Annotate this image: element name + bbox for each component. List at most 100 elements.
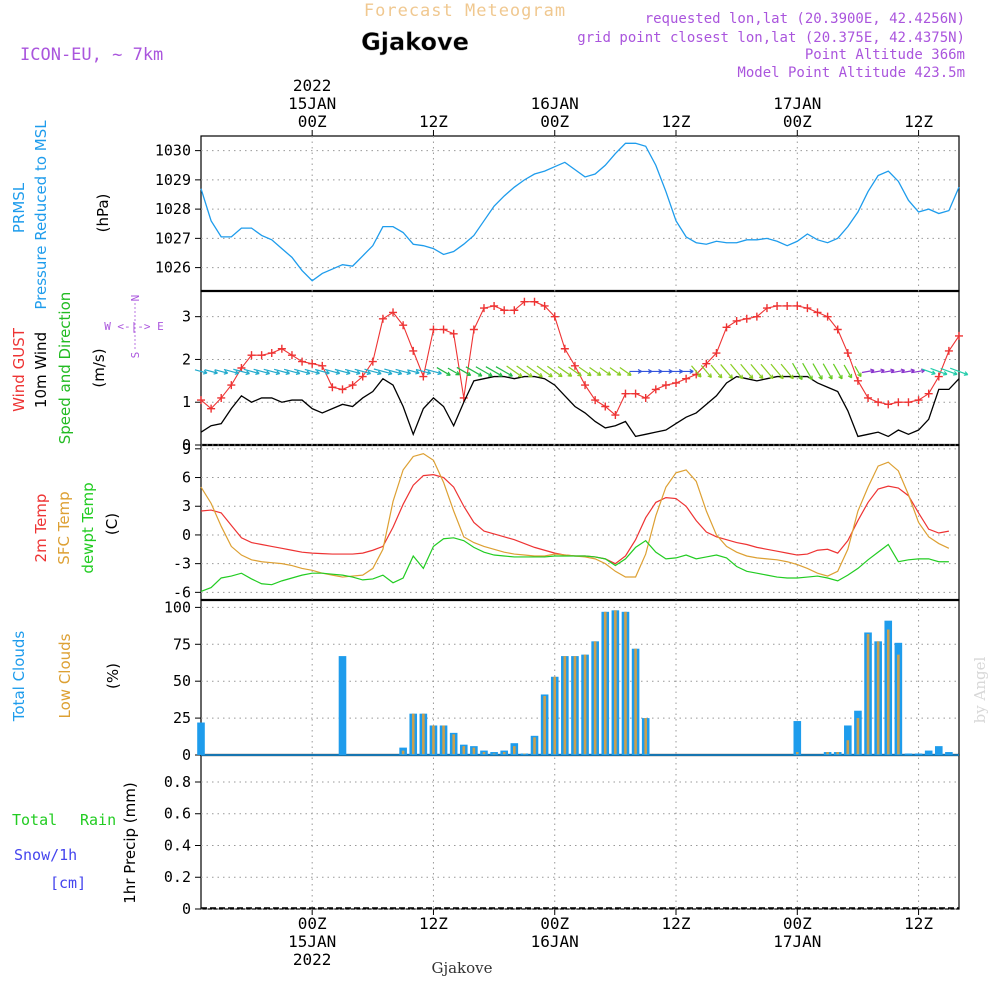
low-cloud-bar [876,641,880,755]
wind-gust-marker [742,314,751,323]
chart-marks [194,142,969,909]
wind-direction-arrow [902,368,915,374]
low-cloud-bar [795,752,799,755]
wind-gust-marker [469,325,478,334]
wind-gust-line [200,301,960,416]
total-cloud-bar [793,721,802,755]
wind-10m-label: 10m Wind [32,332,50,408]
wind-direction-arrow [547,365,563,378]
wind-direction-arrow [891,368,906,374]
wind-direction-arrow [780,363,794,380]
wind-gust-marker [550,312,559,321]
wind-gust-marker [884,400,893,409]
wind-direction-arrow [354,368,372,376]
wind-direction-arrow [578,366,592,377]
wind-ytick-label: 2 [182,350,191,368]
wind-gust-marker [833,325,842,334]
low-cloud-bar [856,718,860,755]
pressure-ytick-label: 1030 [155,142,191,160]
wind-gust-marker [368,357,377,366]
wind-gust-marker [358,372,367,381]
wind-direction-arrow [263,368,281,376]
wind-gust-marker [813,308,822,317]
wind-ytick-label: 3 [182,308,191,326]
wind-gust-marker [853,376,862,385]
wind-gust-marker [257,351,266,360]
wind-direction-arrow [854,365,862,378]
wind-direction-arrow [710,364,723,379]
bottom-time-label: 00Z [298,914,327,933]
panel-grids [201,130,959,915]
wind-gust-marker [752,312,761,321]
top-time-label: 00Z [540,112,569,131]
wind-direction-arrow [930,367,948,376]
clouds-ytick-label: 50 [173,672,191,690]
clouds-ytick-label: 25 [173,709,191,727]
wind-direction-arrow [832,363,843,380]
bottom-time-label: 2022 [293,950,332,969]
wind-gust-marker [439,325,448,334]
wind-gust-marker [308,359,317,368]
wind-direction-arrow [253,368,271,376]
wind-gust-marker [682,374,691,383]
temp-dew-label: dewpt Temp [79,482,97,573]
pressure-ytick-label: 1027 [155,229,191,247]
low-cloud-bar [513,746,516,755]
precip-unit: 1hr Precip (mm) [121,782,139,903]
wind-direction-arrow [812,363,823,380]
total-label: Total [12,811,57,829]
wind-direction-arrow [223,368,240,375]
wind-direction-arrow [456,366,472,377]
wind-gust-marker [934,372,943,381]
wind-gust-marker [227,381,236,390]
wind-direction-arrow [516,365,533,378]
wind-gust-marker [773,301,782,310]
total-cloud-bar [934,746,943,755]
top-time-label: 16JAN [531,94,579,113]
low-cloud-bar [533,737,536,755]
wind-gust-marker [479,304,488,313]
precip-labels: Total Rain Snow/1h [cm] 1hr Precip (mm) [12,782,139,903]
wind-ytick-label: 0 [182,436,191,454]
temp-ytick-label: 6 [182,469,191,487]
precip-ytick-label: 0.2 [164,868,191,886]
temp-ytick-label: -3 [173,555,191,573]
wind-direction-arrow [720,364,734,379]
low-cloud-bar [432,725,435,755]
wind-gust-marker [702,359,711,368]
wind-direction-arrow [273,368,290,376]
low-cloud-bar [866,633,870,755]
low-cloud-bar [502,752,506,755]
wind-gust-marker [823,312,832,321]
grid-point-coords: grid point closest lon,lat (20.375E, 42.… [577,30,965,46]
bottom-time-label: 00Z [783,914,812,933]
wind-direction-arrow [315,368,330,375]
total-cloud-bar [945,752,953,755]
temp-2m-line [200,474,950,565]
y-axis-ticks: 102610271028102910300123-6-3036902550751… [155,142,201,918]
wind-gust-marker [540,301,549,310]
wind-gust-marker [207,404,216,413]
bottom-time-label: 12Z [904,914,933,933]
low-cloud-bar [442,725,445,755]
wind-gust-marker [500,306,509,315]
wind-gust-marker [621,389,630,398]
wind-gust-marker [631,389,640,398]
low-cloud-bar [452,734,455,755]
model-point-altitude: Model Point Altitude 423.5m [737,65,965,81]
wind-direction-arrow [882,368,895,374]
wind-gust-marker [338,385,347,394]
compass-north: N [129,295,142,302]
precip-frame [200,754,960,910]
wind-gust-marker [520,297,529,306]
wind-direction-arrow [506,365,523,378]
top-time-label: 12Z [904,112,933,131]
wind-labels: Wind GUST 10m Wind Speed and Direction (… [10,292,164,445]
wind-gust-marker [955,331,963,340]
wind-direction-arrow [822,363,833,380]
wind-gust-marker [924,389,933,398]
low-cloud-bar [897,654,900,755]
